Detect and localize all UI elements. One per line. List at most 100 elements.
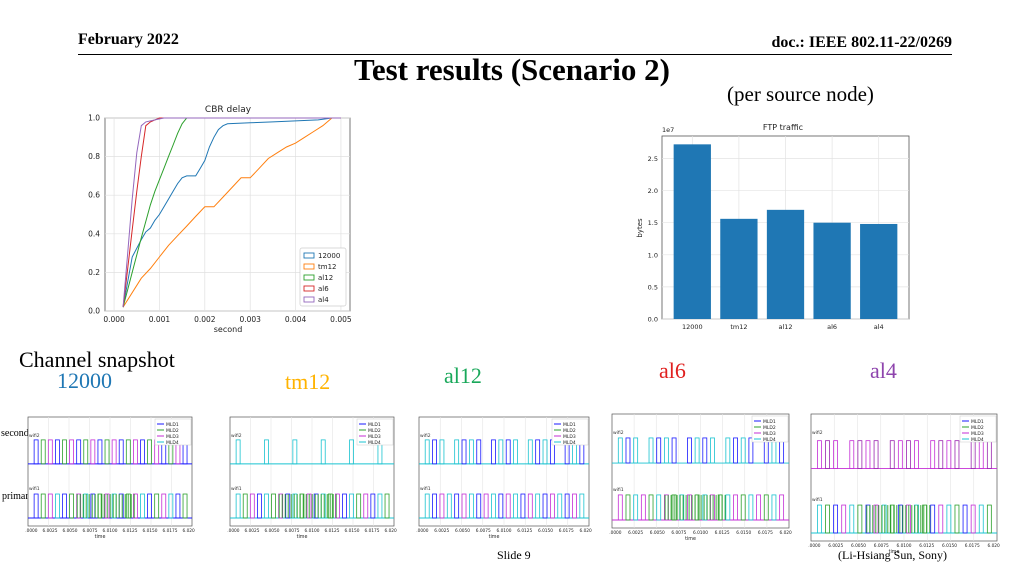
panel-wifi2-label: wifi2 [420, 433, 431, 439]
panel-wifi2-pulse [527, 439, 533, 465]
panel-legend-label: MLD3 [166, 434, 179, 440]
ftp-ytick-label: 1.5 [648, 219, 658, 227]
ftp-ytick-label: 0.5 [648, 283, 658, 291]
panel-wifi2-pulse [104, 439, 110, 465]
panel-wifi1-pulse [69, 493, 74, 519]
panel-xtick-label: 6.0100 [496, 528, 511, 534]
panel-xtick-label: 6.0100 [102, 528, 117, 534]
panel-wifi2-pulse [69, 439, 74, 465]
panel-wifi2-pulse [857, 440, 863, 470]
panel-xtick-label: 6.0075 [671, 530, 686, 536]
panel-xtick-label: 6.0000 [609, 530, 622, 536]
panel-legend-label: MLD1 [971, 419, 984, 425]
panel-wifi2-pulse [946, 440, 952, 470]
panel-wifi2-pulse [235, 439, 241, 465]
panel-wifi2-pulse [625, 437, 631, 464]
panel-wifi2-pulse [702, 437, 708, 464]
panel-wifi1-pulse [520, 493, 526, 519]
panel-xtick-label: 6.0125 [715, 530, 730, 536]
cdf-legend-swatch [303, 263, 315, 270]
panel-wifi1-pulse [491, 493, 496, 519]
cdf-xtick-label: 0.002 [194, 315, 216, 324]
panel-wifi2-pulse [90, 439, 96, 465]
panel-wifi1-pulse [857, 504, 863, 534]
panel-legend-label: MLD4 [166, 440, 179, 446]
panel-wifi2-pulse [111, 439, 117, 465]
panel-wifi1-label: wifi1 [29, 486, 40, 492]
channel-snapshot-title: Channel snapshot [19, 347, 175, 372]
panel-wifi1-pulse [756, 494, 761, 521]
panel-legend-label: MLD3 [971, 431, 984, 437]
panel-wifi2-pulse [491, 439, 496, 465]
ftp-xtick-label: al4 [874, 323, 884, 331]
panel-xtick-label: 6.0000 [416, 528, 429, 534]
cdf-series-tm12 [122, 117, 333, 308]
panel-wifi2-pulse [147, 439, 152, 465]
panel-wifi2-pulse [938, 440, 944, 470]
cdf-xtick-label: 0.004 [285, 315, 307, 324]
panel-xtick-label: 6.0025 [42, 528, 57, 534]
panel-wifi1-pulse [505, 493, 511, 519]
panel-wifi2-pulse [461, 439, 467, 465]
panel-xtick-label: 6.0000 [808, 543, 821, 549]
panel-wifi1-pulse [432, 493, 437, 519]
ftp-bar-al6 [813, 222, 851, 319]
panel-wifi1-pulse [564, 493, 570, 519]
panel-wifi1-pulse [454, 493, 460, 519]
panel-xtick-label: 6.0150 [344, 528, 359, 534]
panel-wifi2-pulse [648, 437, 654, 464]
footer-author: (Li-Hsiang Sun, Sony) [838, 548, 947, 562]
cbr-delay-xlabel: second [214, 325, 243, 334]
panel-legend-label: MLD1 [763, 419, 776, 425]
panel-wifi1-pulse [356, 493, 362, 519]
panel-wifi1-pulse [33, 493, 39, 519]
cdf-xtick-label: 0.001 [149, 315, 171, 324]
panel-xlabel: time [685, 536, 696, 542]
cdf-legend-label: 12000 [318, 252, 340, 260]
panel-legend-label: MLD2 [971, 425, 984, 431]
cdf-legend-label: tm12 [318, 263, 336, 271]
panel-wifi2-pulse [725, 437, 731, 464]
panel-wifi1-pulse [572, 493, 577, 519]
cdf-legend-swatch [303, 274, 315, 281]
secondary-channel-label: secondary [1, 428, 42, 439]
panel-wifi2-pulse [656, 437, 662, 464]
panel-wifi2-pulse [865, 440, 871, 470]
snapshot-label-al12: al12 [444, 363, 482, 388]
panel-wifi1-pulse [740, 494, 746, 521]
panel-wifi1-pulse [147, 493, 152, 519]
cdf-ytick-label: 1.0 [88, 114, 100, 123]
panel-wifi2-pulse [118, 439, 124, 465]
panel-wifi1-pulse [54, 493, 60, 519]
panel-wifi1-pulse [439, 493, 445, 519]
panel-xtick-label: 6.0125 [324, 528, 339, 534]
panel-xtick-label: 6.0175 [559, 528, 574, 534]
panel-xtick-label: 6.0150 [142, 528, 157, 534]
panel-wifi2-pulse [733, 437, 738, 464]
panel-wifi1-pulse [133, 493, 138, 519]
panel-wifi1-pulse [342, 493, 347, 519]
panel-xtick-label: 6.0200 [987, 543, 1000, 549]
panel-wifi2-pulse [264, 439, 269, 465]
cdf-ytick-label: 0.2 [88, 268, 100, 277]
panel-wifi1-label: wifi1 [420, 486, 431, 492]
snapshot-label-al4: al4 [870, 358, 897, 383]
ftp-bar-tm12 [720, 218, 758, 319]
panel-wifi1-label: wifi1 [613, 487, 624, 493]
panel-xtick-label: 6.0025 [628, 530, 643, 536]
snapshot-label-12000: 12000 [57, 368, 112, 393]
panel-wifi1-pulse [841, 504, 847, 534]
panel-wifi2-pulse [292, 439, 298, 465]
panel-wifi2-pulse [817, 440, 822, 470]
panel-xtick-label: 6.0200 [182, 528, 195, 534]
panel-wifi1-pulse [542, 493, 548, 519]
panel-legend-label: MLD4 [563, 440, 576, 446]
panel-wifi2-pulse [140, 439, 145, 465]
panel-wifi1-pulse [557, 493, 563, 519]
ftp-traffic-title: FTP traffic [763, 123, 803, 132]
panel-wifi2-pulse [740, 437, 746, 464]
cdf-ytick-label: 0.0 [88, 307, 100, 316]
panel-xtick-label: 6.0025 [244, 528, 259, 534]
